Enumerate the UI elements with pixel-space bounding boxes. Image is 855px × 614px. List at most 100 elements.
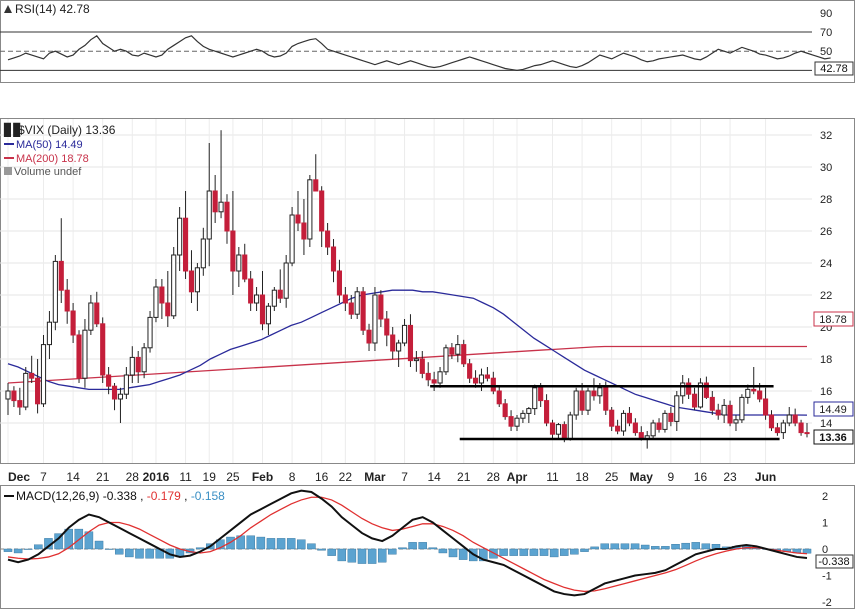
candle-body-down [336, 270, 343, 296]
macd-histogram-bar [499, 548, 508, 556]
candle [449, 343, 455, 359]
candle [259, 271, 266, 331]
candle-body-up [567, 414, 573, 440]
candle-body-up [123, 374, 129, 395]
candle [242, 243, 248, 283]
candle-body-down [561, 424, 567, 440]
candle-body-down [419, 358, 425, 374]
candle-body-down [727, 404, 733, 424]
candle-body-down [348, 302, 354, 315]
rsi-last-value: 42.78 [820, 63, 848, 75]
candle-body-down [70, 310, 76, 336]
x-tick-label: 19 [203, 470, 217, 484]
candle [609, 407, 615, 431]
candle-body-up [200, 238, 206, 269]
candle [591, 378, 597, 401]
price-tick-label: 30 [820, 162, 832, 174]
candle-body-up [514, 417, 520, 427]
candle [413, 351, 419, 372]
candle-body-down [467, 363, 473, 379]
candle [319, 186, 325, 247]
rsi-frame [0, 0, 855, 83]
candle [792, 408, 798, 427]
candle [549, 419, 556, 439]
candle-body-down [804, 432, 810, 435]
candle-body-down [295, 214, 301, 224]
candle [123, 367, 129, 399]
candle-body-down [792, 414, 798, 424]
x-tick-label: 18 [575, 470, 589, 484]
macd-histogram-bar [661, 546, 670, 550]
price-tick-label: 28 [820, 194, 832, 206]
candle [295, 191, 301, 231]
candle-body-down [58, 260, 64, 291]
candle [425, 362, 431, 387]
candle [579, 383, 585, 415]
candle [733, 415, 739, 431]
candle-body-down [798, 422, 804, 434]
macd-histogram-bar [266, 538, 276, 550]
candle-body-up [171, 254, 177, 317]
candle [236, 247, 242, 287]
candle [502, 399, 508, 420]
macd-histogram-bar [337, 548, 347, 562]
x-tick-label: 21 [457, 470, 471, 484]
candle [745, 384, 751, 404]
macd-histogram-bar [34, 544, 43, 550]
candle [46, 311, 53, 359]
candle [709, 391, 715, 415]
candle [153, 279, 159, 323]
macd-histogram-bar [701, 543, 711, 550]
x-tick-label: May [630, 470, 654, 484]
macd-legend-macd: -0.338 [103, 489, 137, 503]
x-tick-label: 28 [487, 470, 501, 484]
macd-histogram-bar [448, 548, 458, 558]
candle-body-down [615, 425, 621, 432]
macd-histogram-bar [216, 539, 225, 550]
macd-histogram-bar [681, 542, 690, 550]
x-tick-label: 25 [226, 470, 240, 484]
ma200-tag-box [813, 311, 854, 327]
candle [265, 303, 271, 335]
candle [283, 255, 289, 308]
ma50-tag-value: 14.49 [819, 404, 847, 416]
candle [141, 343, 147, 379]
candle-body-down [449, 347, 455, 355]
candle [348, 295, 354, 319]
candle [111, 383, 118, 411]
candle-body-up [401, 324, 408, 344]
x-tick-label: 9 [668, 470, 675, 484]
candle-body-down [111, 385, 118, 400]
candle-body-down [709, 396, 715, 411]
candle [632, 418, 638, 436]
candle [437, 367, 443, 388]
macd-histogram-bar [367, 548, 377, 564]
candle-body-down [603, 387, 609, 411]
macd-histogram-bar [297, 539, 306, 550]
triangle-icon [4, 5, 12, 13]
macd-histogram-bar [104, 548, 114, 550]
macd-histogram-bar [610, 543, 620, 550]
candle-body-up [697, 382, 704, 408]
candle [384, 311, 390, 347]
candle-body-down [94, 302, 100, 325]
candle-body-down [17, 400, 23, 408]
macd-histogram-bar [317, 548, 326, 551]
candle [650, 419, 656, 439]
macd-histogram-bar [560, 548, 569, 556]
candle-body-up [218, 201, 224, 213]
macd-tick-label: 1 [822, 517, 828, 529]
candle-body-up [147, 316, 153, 349]
x-tick-label: Feb [252, 470, 273, 484]
macd-last-value-box [815, 554, 854, 569]
macd-histogram-bar [94, 540, 104, 550]
x-tick-label: 16 [315, 470, 329, 484]
candle-body-down [378, 294, 384, 320]
candle [301, 199, 307, 255]
ma50-line [7, 289, 808, 416]
candle-body-down [431, 379, 437, 384]
candle-body-down [686, 382, 692, 395]
candle-body-up [555, 424, 561, 435]
x-tick-label: 25 [605, 470, 619, 484]
candle [703, 376, 709, 399]
